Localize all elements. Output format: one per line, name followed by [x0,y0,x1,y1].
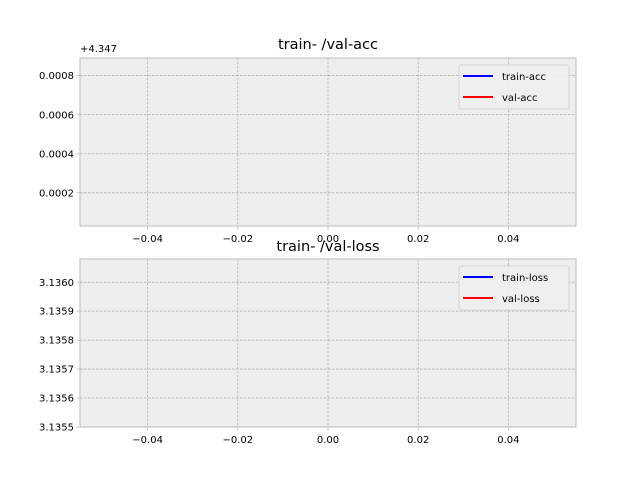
subplot-1: −0.04 −0.02 0.00 0.02 0.04 0.0002 0.0004 0.0006… [39,37,577,245]
x-tick-label: 0.02 [407,234,429,245]
y-tick-label: 0.0006 [39,110,74,121]
y-tick-label: 3.1358 [39,336,74,347]
legend: train-acc val-acc [458,64,570,110]
x-tick-label: −0.04 [132,435,163,446]
legend-label: train-loss [502,273,548,284]
y-tick-label: 3.1360 [39,278,74,289]
legend: train-loss val-loss [458,265,570,311]
legend-label: val-loss [502,294,540,305]
y-tick-label: 0.0002 [39,188,74,199]
y-tick-label: 0.0004 [39,149,74,160]
y-tick-label: 3.1355 [39,423,74,434]
y-offset-label: +4.347 [80,44,117,55]
legend-label: val-acc [502,93,538,104]
subplot-2: −0.04 −0.02 0.00 0.02 0.04 3.1355 3.1356 3.1357… [39,239,577,446]
y-tick-label: 3.1356 [39,394,74,405]
x-tick-label: −0.02 [222,435,253,446]
x-tick-label: −0.02 [222,234,253,245]
chart-title: train- /val-acc [278,37,378,53]
y-tick-label: 0.0008 [39,71,74,82]
x-tick-label: −0.04 [132,234,163,245]
x-tick-label: 0.00 [317,435,339,446]
x-tick-label: 0.02 [407,435,429,446]
x-tick-label: 0.04 [497,435,519,446]
x-tick-label: 0.04 [497,234,519,245]
x-tick-label: 0.00 [317,234,339,245]
legend-label: train-acc [502,72,546,83]
chart-title: train- /val-loss [276,239,379,255]
y-tick-label: 3.1357 [39,365,74,376]
y-tick-label: 3.1359 [39,307,74,318]
